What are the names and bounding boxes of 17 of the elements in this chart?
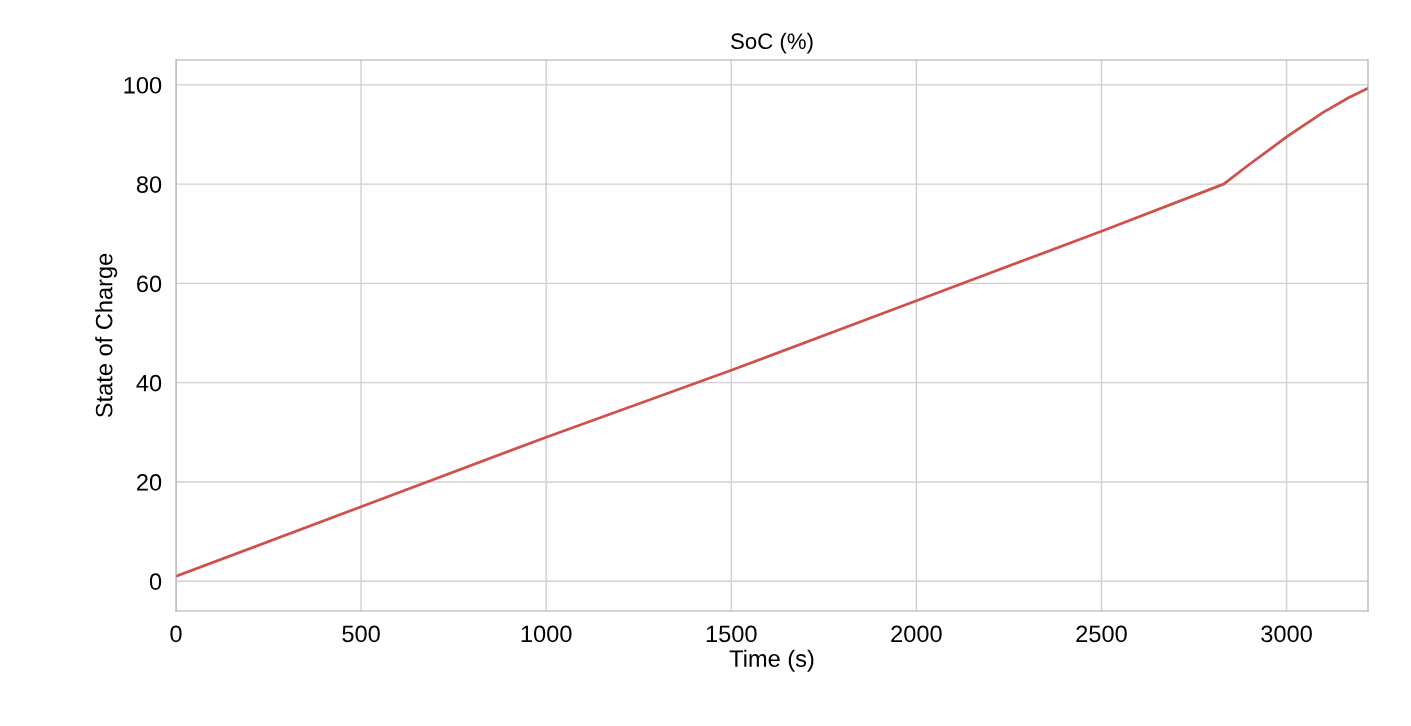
- x-axis-title: Time (s): [729, 649, 814, 672]
- x-tick-label: 2000: [891, 625, 942, 643]
- y-tick-label: 0: [149, 573, 162, 590]
- x-tick-label: 0: [170, 625, 182, 643]
- x-tick-label: 500: [342, 625, 380, 643]
- y-tick-label: 100: [124, 76, 162, 94]
- y-axis-title: State of Charge: [95, 253, 118, 418]
- y-tick-label: 40: [136, 374, 162, 392]
- x-tick-label: 1500: [706, 625, 757, 643]
- chart-title: SoC (%): [731, 32, 813, 54]
- x-tick-label: 3000: [1261, 625, 1312, 643]
- y-tick-label: 20: [137, 474, 162, 491]
- y-tick-label: 60: [137, 275, 162, 293]
- line-series: [176, 86, 1368, 578]
- x-tick-label: 1000: [521, 625, 572, 643]
- y-tick-label: 80: [136, 176, 162, 193]
- x-tick-label: 2500: [1076, 625, 1127, 643]
